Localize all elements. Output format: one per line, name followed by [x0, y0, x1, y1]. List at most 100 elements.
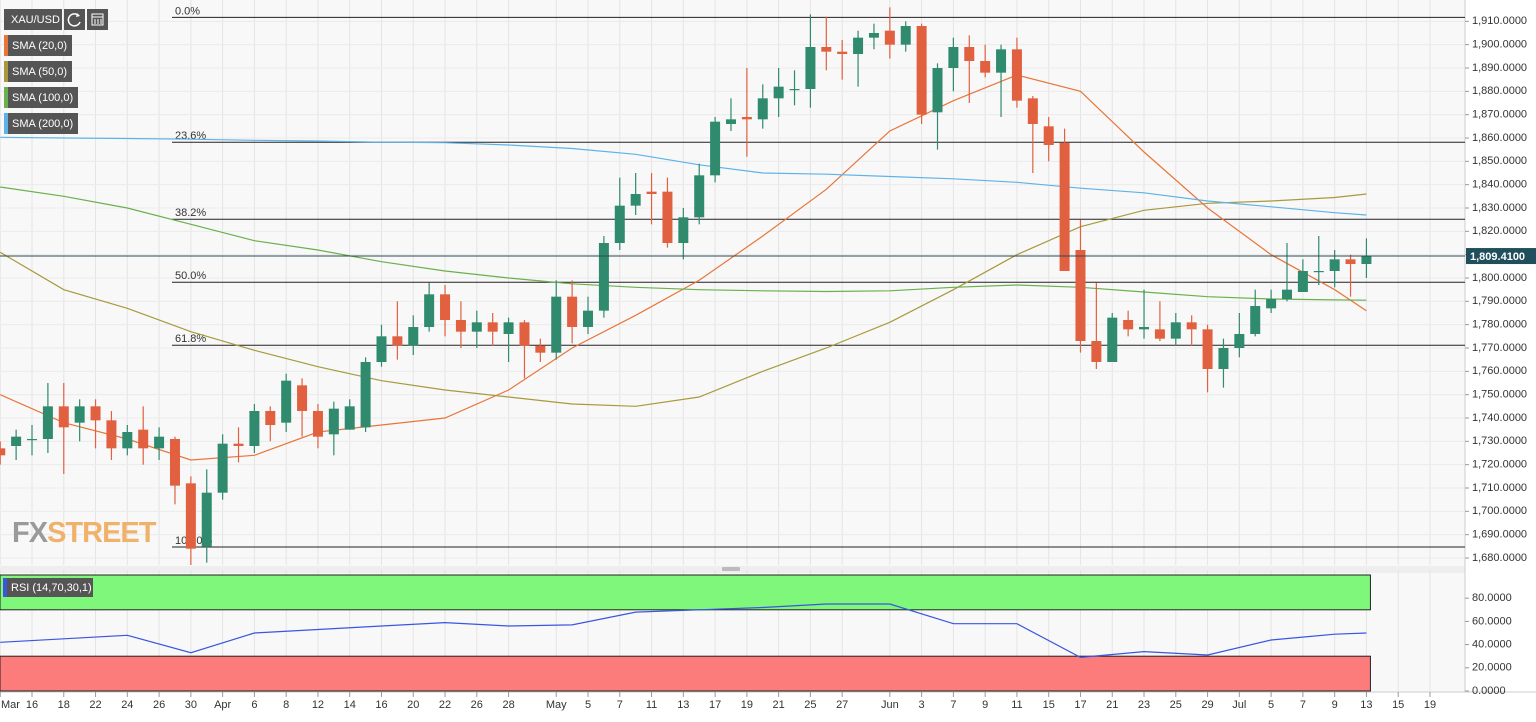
legend-label: SMA (100,0) — [12, 92, 73, 104]
x-tick-label: Jul — [1232, 699, 1246, 711]
sma-line — [0, 193, 1367, 407]
x-tick-label: 11 — [1011, 699, 1022, 711]
candle-body — [1234, 334, 1245, 348]
candle-body — [741, 117, 752, 120]
candle-body — [773, 86, 784, 99]
candle-body — [948, 47, 959, 68]
y-tick-label: 1,860.0000 — [1472, 132, 1527, 144]
candle-body — [725, 119, 736, 124]
x-tick-label: 26 — [471, 699, 483, 711]
candle-body — [710, 121, 721, 176]
x-tick-label: 7 — [1300, 699, 1306, 711]
y-tick-label: 1,760.0000 — [1472, 365, 1527, 377]
x-tick-label: 5 — [1268, 699, 1274, 711]
candle-body — [1218, 348, 1229, 369]
candle-body — [424, 294, 435, 327]
y-tick-label: 1,720.0000 — [1472, 459, 1527, 471]
candle-body — [1345, 259, 1356, 264]
x-tick-label: 12 — [312, 699, 324, 711]
candle-body — [328, 408, 339, 435]
candle-body — [535, 345, 546, 353]
legend-swatch — [4, 35, 8, 56]
candle-body — [1297, 271, 1308, 292]
candle-body — [662, 191, 673, 243]
x-tick-label: 25 — [804, 699, 816, 711]
x-tick-label: Mar — [1, 699, 20, 711]
x-tick-label: 6 — [251, 699, 257, 711]
fib-label: 50.0% — [175, 270, 206, 282]
candle-body — [1059, 142, 1070, 271]
candle-body — [1186, 322, 1197, 330]
candle-body — [884, 30, 895, 45]
x-tick-label: 17 — [1074, 699, 1086, 711]
candle-body — [233, 443, 244, 446]
y-tick-label: 1,770.0000 — [1472, 342, 1527, 354]
candle-body — [122, 432, 133, 449]
symbol-box[interactable] — [4, 9, 62, 30]
symbol: XAU/USD — [11, 14, 60, 26]
legend-box[interactable] — [4, 113, 78, 134]
y-tick-label: 1,830.0000 — [1472, 202, 1527, 214]
candle-body — [757, 98, 768, 120]
candle-body — [74, 406, 85, 423]
candle-body — [42, 406, 53, 439]
candle-body — [964, 47, 975, 61]
y-tick-label: 1,850.0000 — [1472, 155, 1527, 167]
candle-body — [630, 194, 641, 206]
candle-body — [996, 49, 1007, 73]
candle-body — [154, 436, 165, 449]
rsi-label: RSI (14,70,30,1) — [11, 582, 92, 594]
x-tick-label: 17 — [709, 699, 721, 711]
legend-box[interactable] — [4, 87, 78, 108]
legend-box[interactable] — [4, 35, 72, 56]
logo-part: FX — [12, 517, 49, 549]
x-tick-label: Apr — [214, 699, 231, 711]
refresh-button[interactable] — [64, 9, 85, 30]
calendar-icon — [91, 13, 104, 26]
x-tick-label: 15 — [1392, 699, 1404, 711]
candle-body — [805, 47, 816, 89]
candle-body — [1313, 271, 1324, 273]
candle-body — [503, 322, 514, 334]
resize-handle[interactable] — [722, 567, 740, 571]
candle-body — [1281, 289, 1292, 299]
candle-body — [344, 406, 355, 430]
y-tick-label: 1,870.0000 — [1472, 109, 1527, 121]
x-tick-label: 24 — [121, 699, 133, 711]
candle-body — [567, 296, 578, 327]
x-tick-label: 9 — [982, 699, 988, 711]
legend-box[interactable] — [4, 61, 72, 82]
candle-body — [265, 411, 276, 425]
y-tick-label: 1,680.0000 — [1472, 552, 1527, 564]
overbought-band — [0, 574, 1371, 611]
candle-body — [281, 380, 292, 423]
x-tick-label: 29 — [1201, 699, 1213, 711]
candle-body — [440, 294, 451, 320]
y-tick-label: 1,780.0000 — [1472, 319, 1527, 331]
x-tick-label: 7 — [950, 699, 956, 711]
candle-body — [519, 322, 530, 346]
candle-body — [598, 243, 609, 311]
legend-swatch — [4, 113, 8, 134]
y-tick-label: 1,890.0000 — [1472, 62, 1527, 74]
x-tick-label: 22 — [89, 699, 101, 711]
x-tick-label: 20 — [407, 699, 419, 711]
candle-body — [392, 336, 403, 346]
fib-label: 0.0% — [175, 5, 200, 17]
legend-label: SMA (50,0) — [12, 66, 67, 78]
y-tick-label: 1,840.0000 — [1472, 179, 1527, 191]
sma-line — [0, 186, 1367, 301]
x-tick-label: 15 — [1043, 699, 1055, 711]
candle-body — [169, 439, 180, 486]
rsi-label-box[interactable] — [3, 578, 93, 597]
candle-body — [11, 436, 22, 446]
candle-body — [58, 406, 69, 428]
candle-body — [646, 191, 657, 194]
x-tick-label: 13 — [677, 699, 689, 711]
candle-body — [1266, 299, 1277, 309]
legend-label: SMA (20,0) — [12, 40, 67, 52]
candle-body — [249, 411, 260, 446]
fib-label: 23.6% — [175, 130, 206, 142]
